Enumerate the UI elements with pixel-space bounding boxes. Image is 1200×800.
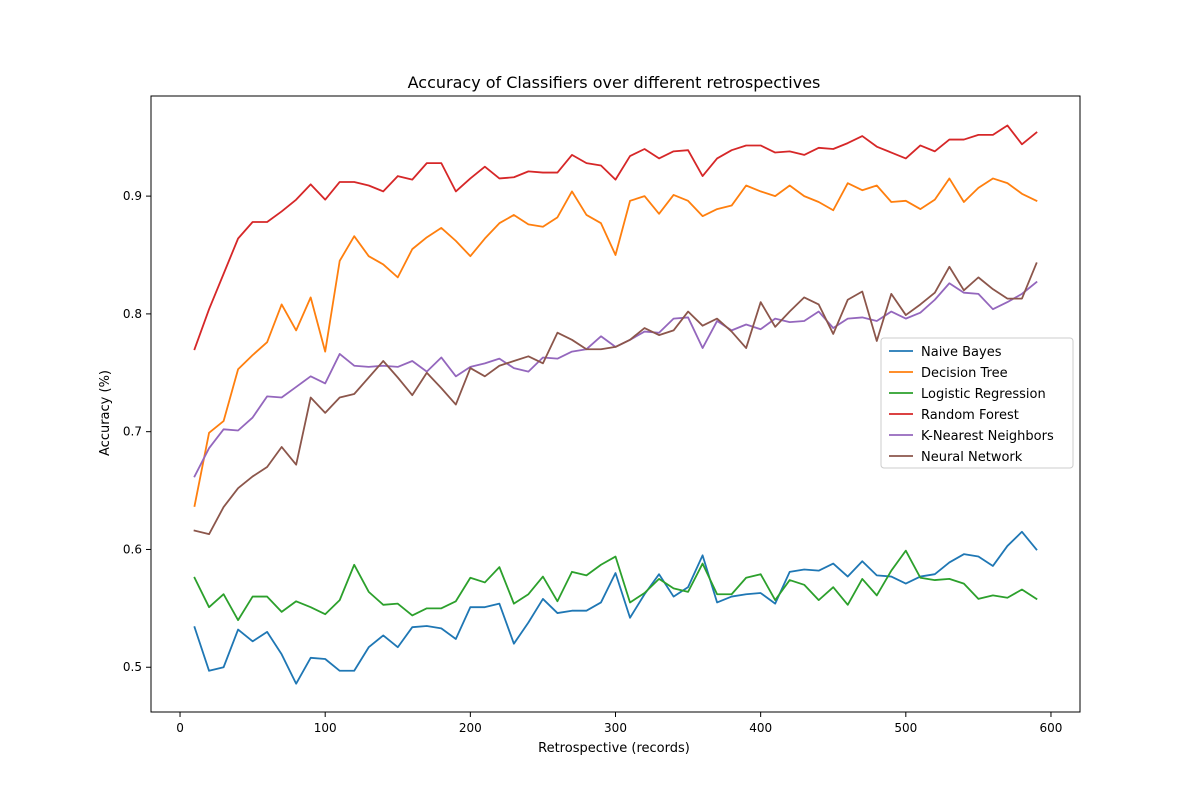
series-line-0 <box>193 530 1038 685</box>
plot-area: 0 100 200 300 400 500 600 0.5 0.6 0.7 0.8 0.9 <box>123 95 1081 735</box>
x-tick-label: 200 <box>459 721 482 735</box>
series-line-1 <box>193 177 1038 507</box>
chart-title: Accuracy of Classifiers over different r… <box>408 73 821 92</box>
x-tick-label: 0 <box>176 721 184 735</box>
y-tick-label: 0.5 <box>123 660 142 674</box>
x-tick-label: 600 <box>1040 721 1063 735</box>
legend-label: Random Forest <box>921 408 1019 423</box>
legend-label: Neural Network <box>921 450 1023 465</box>
y-axis-label: Accuracy (%) <box>98 370 113 456</box>
y-tick-label: 0.8 <box>123 307 142 321</box>
x-tick-label: 100 <box>314 721 337 735</box>
y-tick-label: 0.6 <box>123 542 142 556</box>
x-tick-label: 500 <box>894 721 917 735</box>
x-tick-label: 400 <box>749 721 772 735</box>
x-tick-label: 300 <box>604 721 627 735</box>
legend-label: Naive Bayes <box>921 345 1002 360</box>
legend-label: Decision Tree <box>921 366 1008 381</box>
series-line-5 <box>193 262 1038 536</box>
legend-box <box>880 337 1074 469</box>
legend-label: Logistic Regression <box>921 387 1046 402</box>
legend: Naive Bayes Decision Tree Logistic Regress… <box>880 337 1074 469</box>
y-tick-label: 0.9 <box>123 189 142 203</box>
legend-label: K-Nearest Neighbors <box>921 429 1054 444</box>
y-tick-label: 0.7 <box>123 425 142 439</box>
series-line-2 <box>193 549 1038 622</box>
x-axis-label: Retrospective (records) <box>538 741 690 756</box>
series-line-3 <box>193 124 1038 351</box>
